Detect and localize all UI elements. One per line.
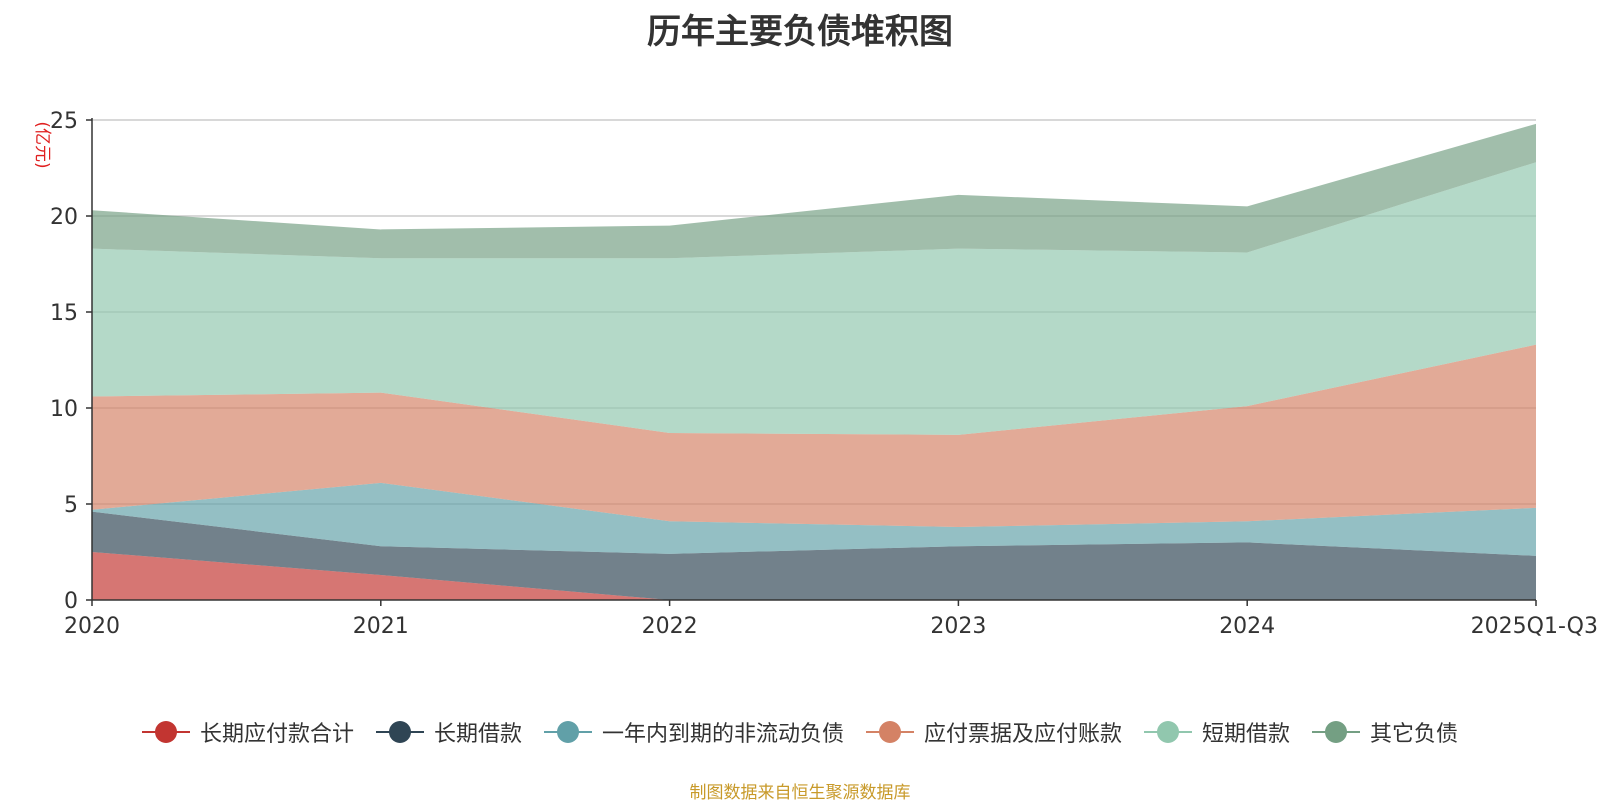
legend-label: 一年内到期的非流动负债 — [601, 722, 844, 747]
legend-item-0[interactable]: 长期应付款合计 — [141, 716, 354, 748]
x-tick-label: 2022 — [642, 614, 698, 639]
legend-item-2[interactable]: 一年内到期的非流动负债 — [543, 716, 844, 748]
area-series-3 — [92, 344, 1536, 528]
legend-label: 长期应付款合计 — [199, 722, 354, 747]
y-tick-label: 25 — [50, 109, 78, 134]
area-series-5 — [92, 123, 1536, 259]
x-tick-label: 2021 — [353, 614, 409, 639]
legend-marker — [543, 720, 592, 744]
legend-item-3[interactable]: 应付票据及应付账款 — [866, 716, 1122, 748]
legend-label: 其它负债 — [1370, 722, 1459, 747]
y-tick-label: 5 — [64, 493, 78, 518]
x-tick-label: 2025Q1-Q3 — [1471, 614, 1598, 639]
chart-title: 历年主要负债堆积图 — [647, 12, 953, 52]
source-note: 制图数据来自恒生聚源数据库 — [689, 783, 911, 803]
area-series-1 — [92, 511, 1536, 600]
legend-item-4[interactable]: 短期借款 — [1144, 716, 1290, 748]
y-axis-unit-label: (亿元) — [32, 121, 52, 168]
legend-label: 长期借款 — [433, 722, 522, 747]
area-series-4 — [92, 162, 1536, 435]
x-tick-label: 2023 — [930, 614, 986, 639]
legend-item-5[interactable]: 其它负债 — [1312, 716, 1458, 748]
legend-label: 短期借款 — [1202, 722, 1291, 747]
legend-marker — [1144, 720, 1193, 744]
y-tick-label: 15 — [50, 301, 78, 326]
legend-marker — [375, 720, 424, 744]
y-tick-label: 0 — [64, 589, 78, 614]
legend-marker — [866, 720, 914, 744]
legend: 长期应付款合计 长期借款 一年内到期的非流动负债 应付票据及应付账款 短期借款 其它负债 — [0, 716, 1600, 748]
y-tick-label: 10 — [50, 397, 78, 422]
legend-label: 应付票据及应付账款 — [924, 722, 1123, 747]
area-series-0 — [92, 552, 1536, 600]
area-series-2 — [92, 482, 1536, 556]
area-series-group — [92, 123, 1536, 600]
legend-marker — [141, 720, 190, 744]
y-tick-label: 20 — [50, 205, 78, 230]
legend-item-1[interactable]: 长期借款 — [375, 716, 522, 748]
legend-marker — [1312, 720, 1361, 744]
x-tick-label: 2020 — [64, 614, 120, 639]
x-tick-label: 2024 — [1219, 614, 1275, 639]
axes: 0 5 10 15 20 25 2020 2021 2022 2023 2024 2025Q1-Q3 — [50, 109, 1598, 639]
